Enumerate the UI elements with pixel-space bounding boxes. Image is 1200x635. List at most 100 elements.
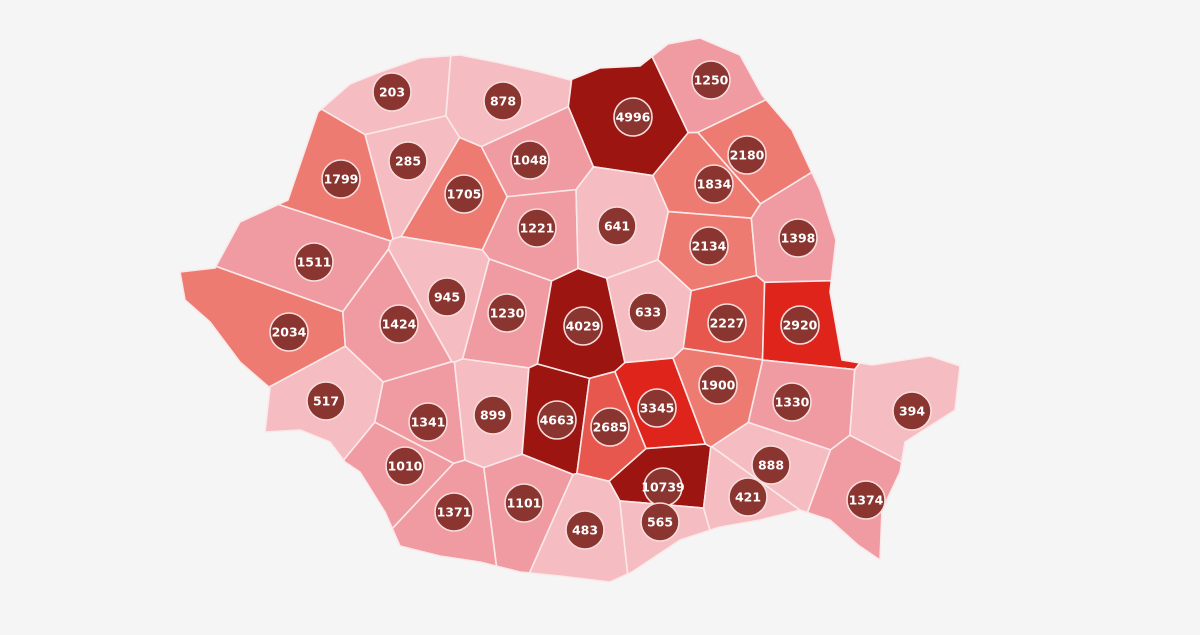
badge-circle — [483, 81, 523, 121]
county-value-label: 899 — [480, 408, 506, 423]
county-value-label: 2180 — [730, 148, 765, 163]
county-value-label: 1010 — [388, 459, 423, 474]
badge-circle — [473, 395, 513, 435]
county-value-badge: 1341 — [408, 402, 448, 442]
county-value-badges: 203 878 4996 1250 285 1048 1799 1705 1834 2180 122… — [269, 60, 932, 550]
county-value-badge: 517 — [306, 381, 346, 421]
county-value-label: 1330 — [775, 395, 810, 410]
badge-circle — [269, 312, 309, 352]
county-regions — [179, 37, 961, 583]
badge-circle — [321, 159, 361, 199]
badge-circle — [379, 304, 419, 344]
county-value-badge: 1010 — [385, 446, 425, 486]
county-value-label: 4996 — [616, 110, 651, 125]
county-value-badge: 565 — [640, 502, 680, 542]
badge-circle — [778, 218, 818, 258]
county-value-badge: 1374 — [846, 480, 886, 520]
badge-circle — [537, 400, 577, 440]
badge-circle — [698, 365, 738, 405]
badge-circle — [691, 60, 731, 100]
county-value-label: 633 — [635, 305, 661, 320]
badge-circle — [372, 72, 412, 112]
county-value-label: 2134 — [692, 239, 727, 254]
badge-circle — [388, 141, 428, 181]
badge-circle — [408, 402, 448, 442]
county-value-badge: 2920 — [780, 305, 820, 345]
badge-circle — [689, 226, 729, 266]
county-value-label: 483 — [572, 523, 598, 538]
county-value-label: 1424 — [382, 317, 417, 332]
county-value-label: 394 — [899, 404, 925, 419]
county-value-label: 1374 — [849, 493, 884, 508]
county-value-label: 1398 — [781, 231, 816, 246]
county-value-label: 1250 — [694, 73, 729, 88]
badge-circle — [846, 480, 886, 520]
badge-circle — [563, 306, 603, 346]
county-value-badge: 888 — [751, 445, 791, 485]
county-value-badge: 2134 — [689, 226, 729, 266]
county-value-label: 888 — [758, 458, 784, 473]
county-value-label: 565 — [647, 515, 673, 530]
county-value-label: 1048 — [513, 153, 548, 168]
county-value-badge: 1330 — [772, 382, 812, 422]
badge-circle — [565, 510, 605, 550]
county-value-label: 421 — [735, 490, 761, 505]
county-value-badge: 1799 — [321, 159, 361, 199]
county-value-label: 2920 — [783, 318, 818, 333]
county-value-badge: 2685 — [590, 407, 630, 447]
county-value-badge: 1834 — [694, 164, 734, 204]
county-value-badge: 1230 — [487, 293, 527, 333]
county-value-badge: 641 — [597, 206, 637, 246]
badge-circle — [597, 206, 637, 246]
county-value-label: 1705 — [447, 187, 482, 202]
county-value-label: 285 — [395, 154, 421, 169]
badge-circle — [444, 174, 484, 214]
badge-circle — [385, 446, 425, 486]
county-value-label: 2685 — [593, 420, 628, 435]
badge-circle — [728, 477, 768, 517]
county-value-label: 1900 — [701, 378, 736, 393]
badge-circle — [306, 381, 346, 421]
county-value-badge: 1048 — [510, 140, 550, 180]
badge-circle — [613, 97, 653, 137]
county-value-badge: 285 — [388, 141, 428, 181]
badge-circle — [434, 492, 474, 532]
county-value-badge: 394 — [892, 391, 932, 431]
county-value-label: 1511 — [297, 255, 332, 270]
county-value-badge: 483 — [565, 510, 605, 550]
badge-circle — [510, 140, 550, 180]
county-value-label: 517 — [313, 394, 339, 409]
county-value-label: 1221 — [520, 221, 555, 236]
county-value-badge: 945 — [427, 277, 467, 317]
badge-circle — [504, 483, 544, 523]
county-value-badge: 1371 — [434, 492, 474, 532]
badge-circle — [628, 292, 668, 332]
badge-circle — [487, 293, 527, 333]
county-value-label: 1101 — [507, 496, 542, 511]
county-value-label: 1230 — [490, 306, 525, 321]
county-value-label: 1834 — [697, 177, 732, 192]
county-value-badge: 1511 — [294, 242, 334, 282]
badge-circle — [517, 208, 557, 248]
badge-circle — [780, 305, 820, 345]
county-value-label: 878 — [490, 94, 516, 109]
county-value-label: 1341 — [411, 415, 446, 430]
county-value-badge: 1101 — [504, 483, 544, 523]
county-value-badge: 1250 — [691, 60, 731, 100]
badge-circle — [590, 407, 630, 447]
county-value-badge: 4996 — [613, 97, 653, 137]
county-value-badge: 1424 — [379, 304, 419, 344]
county-value-label: 2227 — [710, 316, 745, 331]
badge-circle — [751, 445, 791, 485]
county-value-label: 1371 — [437, 505, 472, 520]
county-value-label: 1799 — [324, 172, 359, 187]
badge-circle — [694, 164, 734, 204]
county-value-badge: 633 — [628, 292, 668, 332]
county-value-badge: 1900 — [698, 365, 738, 405]
county-value-badge: 899 — [473, 395, 513, 435]
county-value-badge: 4663 — [537, 400, 577, 440]
badge-circle — [727, 135, 767, 175]
county-value-label: 3345 — [640, 401, 675, 416]
county-value-badge: 4029 — [563, 306, 603, 346]
badge-circle — [707, 303, 747, 343]
